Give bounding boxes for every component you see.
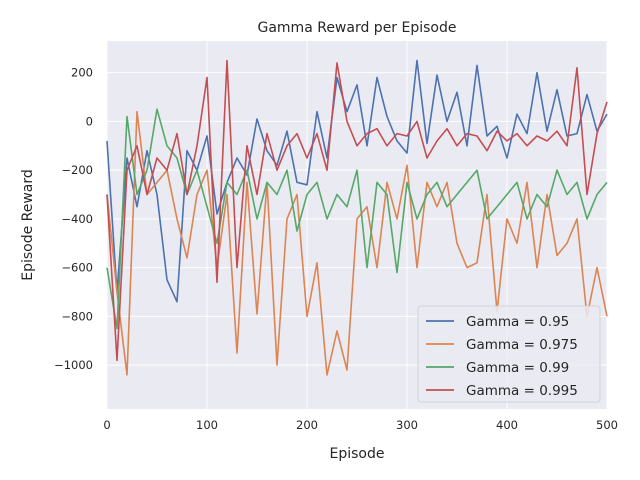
- legend-label-2: Gamma = 0.975: [466, 337, 578, 353]
- x-tick-label: 0: [103, 418, 110, 432]
- x-tick-label: 100: [196, 418, 218, 432]
- y-tick-label: −400: [61, 212, 93, 226]
- x-tick-label: 500: [596, 418, 618, 432]
- y-tick-label: −800: [61, 309, 93, 323]
- series-line-1: [106, 59, 608, 303]
- series-line-3: [106, 108, 608, 330]
- x-axis-label: Episode: [330, 446, 385, 462]
- legend-label-4: Gamma = 0.995: [466, 383, 578, 399]
- legend: Gamma = 0.95 Gamma = 0.975 Gamma = 0.99 Gam…: [417, 305, 601, 403]
- legend-label-3: Gamma = 0.99: [466, 360, 569, 376]
- x-tick-label: 300: [396, 418, 418, 432]
- y-tick-label: −1000: [54, 358, 93, 372]
- y-axis-label: Episode Reward: [20, 169, 36, 281]
- y-tick-label: −600: [61, 261, 93, 275]
- series-group: [106, 59, 608, 376]
- legend-label-1: Gamma = 0.95: [466, 314, 569, 330]
- y-tick-label: −200: [61, 163, 93, 177]
- y-tick-labels: 200 0 −200 −400 −600 −800 −1000: [54, 66, 93, 372]
- y-tick-label: 0: [86, 114, 93, 128]
- legend-box: [417, 305, 601, 403]
- series-line-2: [106, 110, 608, 376]
- x-tick-label: 400: [496, 418, 518, 432]
- y-tick-label: 200: [71, 66, 93, 80]
- chart-title: Gamma Reward per Episode: [257, 20, 456, 36]
- series-line-4: [106, 59, 608, 362]
- x-tick-labels: 0 100 200 300 400 500: [103, 418, 618, 432]
- x-tick-label: 200: [296, 418, 318, 432]
